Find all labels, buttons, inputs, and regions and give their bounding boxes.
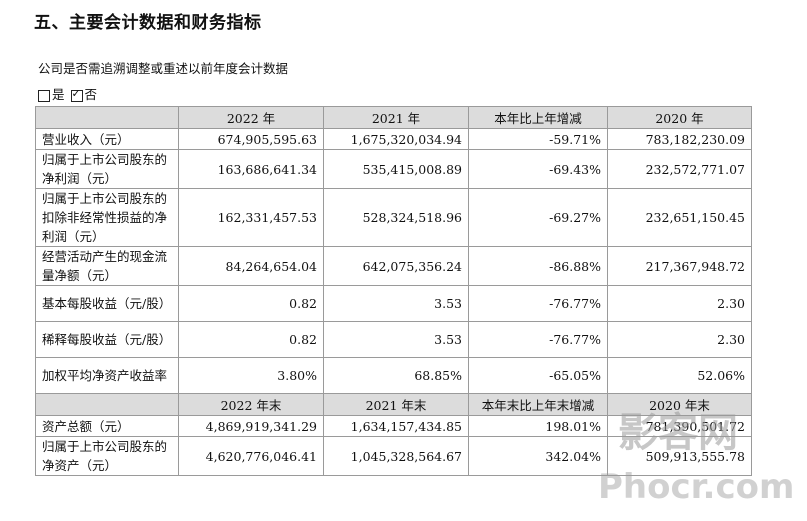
row-label: 营业收入（元） — [35, 128, 179, 150]
value-cell: -59.71% — [468, 128, 608, 150]
value-cell: 217,367,948.72 — [607, 246, 752, 286]
value-cell: 52.06% — [607, 357, 752, 394]
value-cell: 84,264,654.04 — [178, 246, 324, 286]
value-cell: 163,686,641.34 — [178, 149, 324, 189]
value-cell: 0.82 — [178, 285, 324, 322]
option-yes-label: 是 — [52, 87, 65, 102]
section-heading: 五、主要会计数据和财务指标 — [34, 13, 262, 33]
row-label: 归属于上市公司股东的净利润（元） — [35, 149, 179, 189]
value-cell: -69.27% — [468, 188, 608, 247]
value-cell: 3.53 — [323, 285, 469, 322]
value-cell: 1,045,328,564.67 — [323, 436, 469, 476]
value-cell: -86.88% — [468, 246, 608, 286]
value-cell: 642,075,356.24 — [323, 246, 469, 286]
header-cell: 2021 年末 — [323, 393, 469, 416]
value-cell: 342.04% — [468, 436, 608, 476]
header-blank-cell — [35, 393, 179, 416]
value-cell: -65.05% — [468, 357, 608, 394]
table-row: 经营活动产生的现金流量净额（元） 84,264,654.04 642,075,356… — [35, 246, 752, 286]
table-row: 归属于上市公司股东的净利润（元） 163,686,641.34 535,415,00… — [35, 149, 752, 189]
restatement-options: 是 否 — [38, 84, 97, 103]
row-label: 归属于上市公司股东的扣除非经常性损益的净利润（元） — [35, 188, 179, 247]
option-no-label: 否 — [84, 87, 98, 102]
value-cell: 198.01% — [468, 415, 608, 437]
table-row: 基本每股收益（元/股） 0.82 3.53 -76.77% 2.30 — [35, 285, 752, 322]
value-cell: 528,324,518.96 — [323, 188, 469, 247]
header-cell: 2020 年末 — [607, 393, 752, 416]
value-cell: 509,913,555.78 — [607, 436, 752, 476]
header-cell: 2022 年 — [178, 106, 324, 129]
header-cell: 2022 年末 — [178, 393, 324, 416]
checkbox-empty-icon — [38, 89, 50, 102]
value-cell: 2.30 — [607, 321, 752, 358]
financial-indicators-table: 2022 年 2021 年本年比上年增减 2020 年营业收入（元） 674,905,… — [35, 106, 752, 476]
table-header-row: 2022 年末 2021 年末 本年末比上年末增减 2020 年末 — [35, 393, 752, 416]
value-cell: 783,182,230.09 — [607, 128, 752, 150]
table-row: 加权平均净资产收益率 3.80% 68.85% -65.05% 52.06% — [35, 357, 752, 394]
value-cell: 674,905,595.63 — [178, 128, 324, 150]
row-label: 基本每股收益（元/股） — [35, 285, 179, 322]
row-label: 稀释每股收益（元/股） — [35, 321, 179, 358]
value-cell: 0.82 — [178, 321, 324, 358]
option-yes[interactable]: 是 — [38, 84, 65, 103]
value-cell: 1,634,157,434.85 — [323, 415, 469, 437]
value-cell: 4,869,919,341.29 — [178, 415, 324, 437]
value-cell: 535,415,008.89 — [323, 149, 469, 189]
header-cell: 本年比上年增减 — [468, 106, 608, 129]
value-cell: 162,331,457.53 — [178, 188, 324, 247]
header-cell: 本年末比上年末增减 — [468, 393, 608, 416]
option-no[interactable]: 否 — [70, 84, 98, 103]
value-cell: 2.30 — [607, 285, 752, 322]
value-cell: 232,572,771.07 — [607, 149, 752, 189]
row-label: 经营活动产生的现金流量净额（元） — [35, 246, 179, 286]
row-label: 归属于上市公司股东的净资产（元） — [35, 436, 179, 476]
value-cell: 3.80% — [178, 357, 324, 394]
table-header-row: 2022 年 2021 年本年比上年增减 2020 年 — [35, 106, 752, 129]
value-cell: 4,620,776,046.41 — [178, 436, 324, 476]
header-blank-cell — [35, 106, 179, 129]
value-cell: 781,390,501.72 — [607, 415, 752, 437]
value-cell: 1,675,320,034.94 — [323, 128, 469, 150]
header-cell: 2021 年 — [323, 106, 469, 129]
restatement-question: 公司是否需追溯调整或重述以前年度会计数据 — [38, 61, 289, 76]
value-cell: -69.43% — [468, 149, 608, 189]
table-row: 稀释每股收益（元/股） 0.82 3.53 -76.77% 2.30 — [35, 321, 752, 358]
table-row: 营业收入（元） 674,905,595.63 1,675,320,034.94 -59… — [35, 128, 752, 150]
value-cell: -76.77% — [468, 321, 608, 358]
row-label: 资产总额（元） — [35, 415, 179, 437]
table-row: 资产总额（元） 4,869,919,341.29 1,634,157,434.85 1… — [35, 415, 752, 437]
checkbox-checked-icon — [70, 87, 83, 102]
value-cell: 232,651,150.45 — [607, 188, 752, 247]
value-cell: -76.77% — [468, 285, 608, 322]
value-cell: 3.53 — [323, 321, 469, 358]
row-label: 加权平均净资产收益率 — [35, 357, 179, 394]
value-cell: 68.85% — [323, 357, 469, 394]
table-row: 归属于上市公司股东的净资产（元） 4,620,776,046.41 1,045,32… — [35, 436, 752, 476]
header-cell: 2020 年 — [607, 106, 752, 129]
table-row: 归属于上市公司股东的扣除非经常性损益的净利润（元） 162,331,457.53 5… — [35, 188, 752, 247]
